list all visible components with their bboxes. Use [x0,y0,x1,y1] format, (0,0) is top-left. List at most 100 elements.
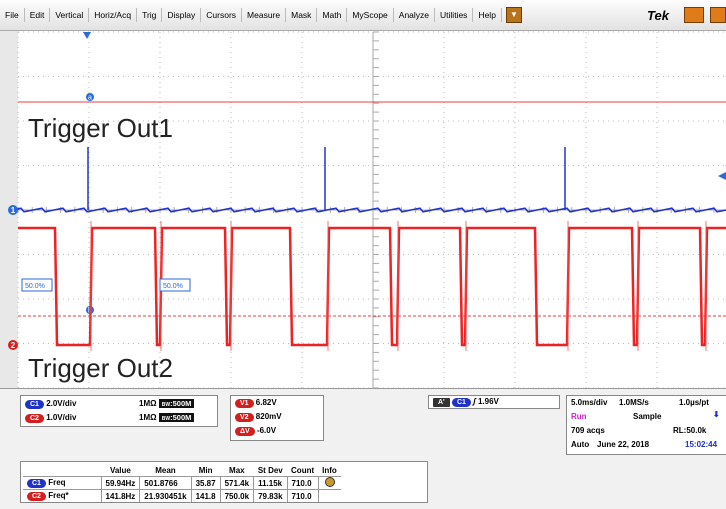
body: FileEditVerticalHoriz/AcqTrigDisplayCurs… [0,0,726,508]
menu-item[interactable]: Help [473,8,501,22]
cursor-value: -6.0V [257,426,276,435]
value-cell: 750.0k [220,490,253,503]
impedance: 1MΩ [139,413,157,422]
header-cell: Value [101,464,140,477]
value-cell: 501.8766 [140,477,191,490]
info-cell [318,477,341,490]
page: {"menu":["File","Edit","Vertical","Horiz… [0,0,726,508]
menu-item[interactable]: Measure [242,8,286,22]
trigger-mode-text: Auto [571,440,589,449]
channel-badge: C1 [25,400,44,409]
time: 15:02:44 [685,440,717,449]
trace-label: Trigger Out2 [28,353,173,383]
trigger-source: C1 [452,398,471,407]
info-cell [318,490,341,503]
bw-value: 500M [173,399,192,408]
acq-count: 709 acqs [571,426,605,435]
date: June 22, 2018 [597,440,649,449]
cursor-value: 6.82V [256,398,277,407]
bandwidth: BW:500M [159,413,195,422]
sample-rate: 1.0MS/s [619,398,649,407]
cursor-row: ΔV -6.0V [235,426,276,436]
trigger-box: A' C1 ʃ 1.96V [428,395,560,409]
resolution: 1.0µs/pt [679,398,709,407]
channel-scale: 1.0V/div [46,413,76,422]
bw-label: BW [162,416,170,422]
channel-badge: C2 [25,414,44,423]
menu-item[interactable]: File [0,8,25,22]
run-state: Run [571,412,587,421]
menu-item[interactable]: Edit [25,8,51,22]
header-cell: St Dev [254,464,287,477]
info-icon [325,477,335,487]
slope-icon: ʃ [473,397,476,406]
status-panel: C1 2.0V/div 1MΩ BW:500M C2 1.0V/div 1MΩ … [0,388,726,509]
impedance: 1MΩ [139,399,157,408]
channel-row: C2 1.0V/div [25,413,76,423]
menu-item[interactable]: Trig [137,8,162,22]
header-cell: Count [287,464,318,477]
menu-item[interactable]: Mask [286,8,317,22]
level-label: 50.0% [163,283,183,290]
header-cell [23,464,101,477]
menu-item[interactable]: MyScope [347,8,393,22]
cursor-row: V1 6.82V [235,398,277,408]
cursor-value: 820mV [256,412,282,421]
channel-scale: 2.0V/div [46,399,76,408]
trigger-icon: ⬇ [713,410,720,419]
channel-input: 1MΩ BW:500M [139,399,194,408]
cursor-marker-label: a [88,95,92,102]
acquisition-box: 5.0ms/div 1.0MS/s 1.0µs/pt Run Sample ⬇ … [566,395,726,455]
cursor-id: ΔV [235,427,255,436]
value-cell: 35.87 [191,477,220,490]
header-cell: Max [220,464,253,477]
bandwidth: BW:500M [159,399,195,408]
trace-label: Trigger Out1 [28,113,173,143]
source-cell: C1 Freq [23,477,101,490]
close-button[interactable] [710,7,726,23]
dropdown-button[interactable]: ▼ [506,7,522,23]
value-cell: 141.8Hz [101,490,140,503]
menu-item[interactable]: Cursors [201,8,242,22]
bw-label: BW [162,402,170,408]
brand-logo: Tek [647,8,669,23]
menu-item[interactable]: Display [162,8,201,22]
menu-item[interactable]: Utilities [435,8,473,22]
value-cell: 710.0 [287,477,318,490]
value-cell: 21.930451k [140,490,191,503]
bw-value: 500M [173,413,192,422]
source-cell: C2 Freq* [23,490,101,503]
value-cell: 141.8 [191,490,220,503]
value-cell: 571.4k [220,477,253,490]
cursor-id: V2 [235,413,254,422]
measurement-name: Freq* [48,491,68,500]
cursor-id: V1 [235,399,254,408]
minimize-button[interactable] [684,7,704,23]
value-cell: 59.94Hz [101,477,140,490]
cursor-row: V2 820mV [235,412,282,422]
header-cell: Mean [140,464,191,477]
channel-marker-label: 1 [11,206,16,215]
header-cell: Min [191,464,220,477]
record-length: RL:50.0k [673,426,706,435]
acq-mode: Sample [633,412,661,421]
measurement-name: Freq [48,478,65,487]
level-label: 50.0% [25,283,45,290]
menu-item[interactable]: Horiz/Acq [89,8,137,22]
channel-box: C1 2.0V/div 1MΩ BW:500M C2 1.0V/div 1MΩ … [20,395,218,427]
channel-input: 1MΩ BW:500M [139,413,194,422]
menu-item[interactable]: Math [317,8,347,22]
source-badge: C2 [27,492,46,501]
menu-item[interactable]: Vertical [50,8,89,22]
menu-item[interactable]: Analyze [394,8,435,22]
channel-row: C1 2.0V/div [25,399,76,409]
header-cell: Info [318,464,341,477]
